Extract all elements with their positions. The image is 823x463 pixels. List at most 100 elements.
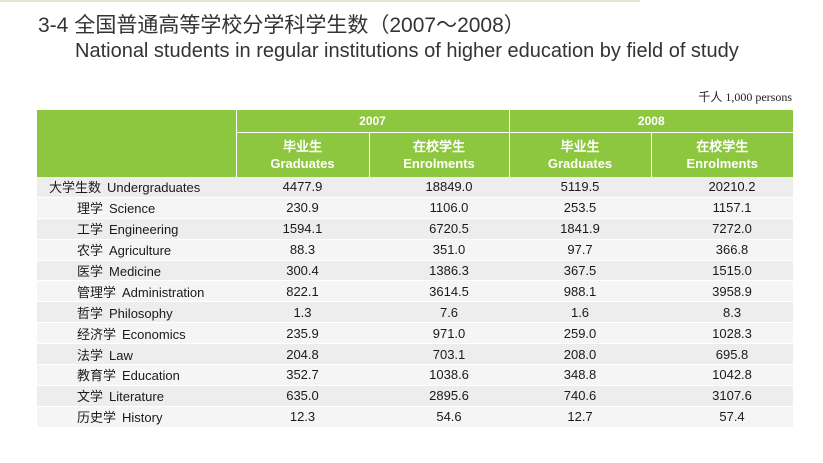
enrolments-en-label: Enrolments — [403, 156, 475, 171]
enrolments-2008-cell: 366.8 — [651, 239, 794, 261]
enrolments-2008-cell: 1042.8 — [651, 364, 794, 386]
enrolments-2007-cell: 54.6 — [369, 406, 510, 428]
graduates-2007-cell: 235.9 — [236, 322, 369, 345]
field-en: Science — [109, 201, 156, 217]
enrolments-2008-cell: 20210.2 — [651, 177, 794, 198]
graduates-2008-cell: 1.6 — [509, 301, 652, 324]
graduates-2007-cell: 204.8 — [236, 343, 369, 366]
table-title-english: National students in regular institution… — [75, 40, 739, 62]
graduates-en-label: Graduates — [270, 156, 335, 171]
field-en: Administration — [122, 284, 205, 300]
table-row: 经济学 Economics 235.9 971.0 259.0 1028.3 — [37, 322, 794, 345]
graduates-2008-cell: 253.5 — [509, 197, 652, 219]
field-en: Undergraduates — [107, 180, 201, 196]
table-row: 历史学 History 12.3 54.6 12.7 57.4 — [37, 406, 794, 428]
field-en: Medicine — [109, 264, 162, 279]
enrolments-2007-cell: 18849.0 — [369, 177, 510, 198]
field-cn: 管理学 — [77, 284, 117, 300]
graduates-cn-label: 毕业生 — [282, 139, 322, 154]
enrolments-2007-cell: 7.6 — [369, 301, 510, 324]
graduates-2007-cell: 1.3 — [236, 301, 369, 324]
field-cn: 农学 — [77, 243, 104, 259]
field-cn: 医学 — [77, 264, 104, 279]
col-header-graduates-2008: 毕业生 Graduates — [508, 132, 652, 177]
year-header-2007: 2007 — [235, 110, 510, 133]
col-header-enrolments-2008: 在校学生 Enrolments — [650, 132, 794, 177]
field-cn: 法学 — [77, 347, 104, 363]
field-en: Philosophy — [109, 305, 173, 321]
graduates-2007-cell: 12.3 — [236, 406, 369, 428]
field-en: History — [122, 410, 163, 426]
enrolments-cn-label: 在校学生 — [413, 139, 466, 154]
graduates-2008-cell: 348.8 — [509, 364, 652, 386]
header-row-years: 2007 2008 — [37, 110, 794, 177]
col-header-graduates-2007: 毕业生 Graduates — [235, 132, 369, 177]
enrolments-2008-cell: 8.3 — [651, 301, 794, 324]
field-en: Engineering — [109, 222, 179, 238]
enrolments-cn-label: 在校学生 — [696, 139, 749, 154]
row-label: 法学 Law — [37, 343, 236, 366]
graduates-2007-cell: 635.0 — [236, 385, 369, 407]
row-label: 教育学 Education — [37, 364, 236, 386]
enrolments-2007-cell: 1038.6 — [369, 364, 510, 386]
graduates-2008-cell: 740.6 — [509, 385, 652, 407]
table-row: 理学 Science 230.9 1106.0 253.5 1157.1 — [37, 197, 794, 219]
field-en: Agriculture — [109, 243, 172, 259]
graduates-2008-cell: 12.7 — [509, 406, 652, 428]
graduates-2007-cell: 88.3 — [236, 239, 369, 261]
table-row: 文学 Literature 635.0 2895.6 740.6 3107.6 — [37, 385, 794, 407]
enrolments-2008-cell: 57.4 — [651, 406, 794, 428]
graduates-2008-cell: 5119.5 — [509, 177, 652, 198]
graduates-2008-cell: 367.5 — [509, 260, 652, 282]
row-label: 文学 Literature — [37, 385, 236, 407]
enrolments-2008-cell: 3107.6 — [651, 385, 794, 407]
row-label: 历史学 History — [37, 406, 236, 428]
enrolments-2008-cell: 1028.3 — [651, 322, 794, 345]
row-label: 理学 Science — [37, 197, 236, 219]
year-header-2008: 2008 — [508, 110, 794, 133]
graduates-2007-cell: 822.1 — [236, 280, 369, 303]
students-table: 2007 2008 毕业生 Graduates 在校学生 Enrolments … — [37, 110, 794, 428]
graduates-2008-cell: 208.0 — [509, 343, 652, 366]
enrolments-2007-cell: 3614.5 — [369, 280, 510, 303]
field-cn: 哲学 — [77, 305, 104, 321]
table-row: 法学 Law 204.8 703.1 208.0 695.8 — [37, 343, 794, 366]
field-cn: 工学 — [77, 222, 104, 238]
table-row: 医学 Medicine 300.4 1386.3 367.5 1515.0 — [37, 260, 794, 282]
field-cn: 教育学 — [77, 368, 117, 384]
row-label: 大学生数 Undergraduates — [37, 177, 236, 198]
title-chinese-text: 全国普通高等学校分学科学生数（2007～2008） — [74, 14, 525, 37]
enrolments-2008-cell: 7272.0 — [651, 218, 794, 240]
graduates-2008-cell: 259.0 — [509, 322, 652, 345]
field-en: Law — [109, 347, 133, 363]
col-header-enrolments-2007: 在校学生 Enrolments — [368, 132, 510, 177]
table-row: 哲学 Philosophy 1.3 7.6 1.6 8.3 — [37, 301, 794, 324]
graduates-2007-cell: 352.7 — [236, 364, 369, 386]
row-label: 农学 Agriculture — [37, 239, 236, 261]
table-row: 农学 Agriculture 88.3 351.0 97.7 366.8 — [37, 239, 794, 261]
enrolments-2008-cell: 3958.9 — [651, 280, 794, 303]
field-cn: 大学生数 — [49, 180, 102, 196]
field-en: Literature — [109, 389, 164, 405]
table-row: 工学 Engineering 1594.1 6720.5 1841.9 7272.… — [37, 218, 794, 240]
field-cn: 历史学 — [77, 410, 117, 426]
table-row: 大学生数 Undergraduates 4477.9 18849.0 5119.5… — [37, 177, 794, 198]
field-cn: 理学 — [77, 201, 104, 217]
enrolments-2007-cell: 1106.0 — [369, 197, 510, 219]
graduates-2007-cell: 1594.1 — [236, 218, 369, 240]
graduates-2008-cell: 1841.9 — [509, 218, 652, 240]
enrolments-2007-cell: 971.0 — [369, 322, 510, 345]
field-en: Education — [122, 368, 180, 384]
table-row: 教育学 Education 352.7 1038.6 348.8 1042.8 — [37, 364, 794, 386]
graduates-en-label: Graduates — [547, 156, 613, 171]
row-label: 工学 Engineering — [37, 218, 236, 240]
enrolments-2007-cell: 1386.3 — [369, 260, 510, 282]
graduates-2007-cell: 4477.9 — [236, 177, 369, 198]
field-en: Economics — [122, 326, 186, 342]
unit-note: 千人 1,000 persons — [698, 90, 792, 104]
enrolments-2007-cell: 351.0 — [369, 239, 510, 261]
header-row-measures: 毕业生 Graduates 在校学生 Enrolments 毕业生 Gradua… — [37, 132, 794, 177]
enrolments-2008-cell: 695.8 — [651, 343, 794, 366]
enrolments-en-label: Enrolments — [686, 156, 759, 171]
top-rule — [0, 0, 640, 2]
